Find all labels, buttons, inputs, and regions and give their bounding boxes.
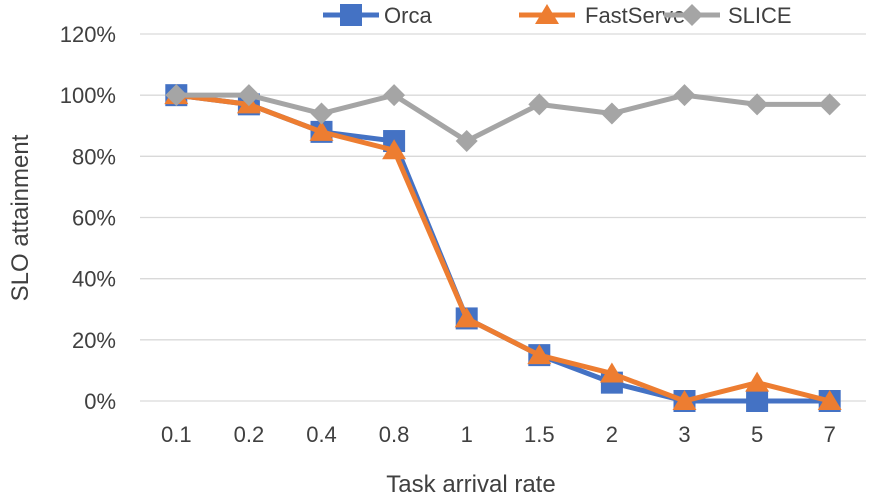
data-point-slice <box>310 102 333 125</box>
data-point-slice <box>746 93 769 116</box>
data-point-slice <box>673 84 696 107</box>
data-point-fastserve <box>527 344 552 365</box>
y-axis-title: SLO attainment <box>7 134 34 301</box>
data-point-orca <box>746 390 769 412</box>
series-orca <box>165 84 841 412</box>
data-point-slice <box>600 102 623 125</box>
legend-marker <box>535 4 559 24</box>
data-point-slice <box>818 93 841 116</box>
data-point-fastserve <box>309 120 334 141</box>
data-point-fastserve <box>745 371 770 392</box>
data-point-slice <box>165 84 188 107</box>
x-tick-label: 2 <box>606 422 618 447</box>
legend-item-orca: Orca <box>323 3 432 28</box>
legend-item-fastserve: FastServe <box>519 3 685 28</box>
legend: Orca FastServe SLICE <box>323 3 792 28</box>
series-fastserve <box>164 84 842 410</box>
x-tick-label: 1 <box>461 422 473 447</box>
series-line-fastserve <box>175 92 831 404</box>
x-tick-label: 5 <box>751 422 763 447</box>
data-point-slice <box>237 84 260 107</box>
y-tick-label: 20% <box>72 328 116 353</box>
x-tick-label: 0.4 <box>306 422 337 447</box>
y-tick-label: 40% <box>72 267 116 292</box>
x-tick-label: 0.8 <box>379 422 410 447</box>
series-line-orca <box>175 92 830 404</box>
x-tick-label: 7 <box>824 422 836 447</box>
y-tick-label: 100% <box>60 83 116 108</box>
y-axis-ticks: 0% 20% 40% 60% 80% 100% 120% <box>60 22 116 414</box>
data-point-fastserve <box>382 139 407 160</box>
legend-label: Orca <box>384 3 432 28</box>
x-axis-ticks: 0.1 0.2 0.4 0.8 1 1.5 2 3 5 7 <box>161 422 836 447</box>
x-tick-label: 0.2 <box>234 422 265 447</box>
legend-marker <box>681 4 703 26</box>
x-tick-label: 0.1 <box>161 422 192 447</box>
data-point-slice <box>455 130 478 153</box>
data-point-fastserve <box>817 390 842 410</box>
x-tick-label: 3 <box>678 422 690 447</box>
gridlines <box>140 33 866 402</box>
y-tick-label: 80% <box>72 144 116 169</box>
series-group <box>164 84 842 412</box>
legend-item-slice: SLICE <box>664 3 792 28</box>
y-tick-label: 0% <box>84 389 116 414</box>
data-point-fastserve <box>672 390 697 410</box>
series-slice <box>165 84 841 153</box>
data-point-slice <box>528 93 551 116</box>
data-point-fastserve <box>454 307 479 328</box>
legend-label: SLICE <box>728 3 792 28</box>
series-line-slice <box>176 92 830 144</box>
x-tick-label: 1.5 <box>524 422 555 447</box>
data-point-fastserve <box>599 362 624 383</box>
x-axis-title: Task arrival rate <box>386 471 555 494</box>
y-tick-label: 120% <box>60 22 116 47</box>
data-point-slice <box>383 84 406 107</box>
y-tick-label: 60% <box>72 206 116 231</box>
legend-marker <box>340 4 362 26</box>
